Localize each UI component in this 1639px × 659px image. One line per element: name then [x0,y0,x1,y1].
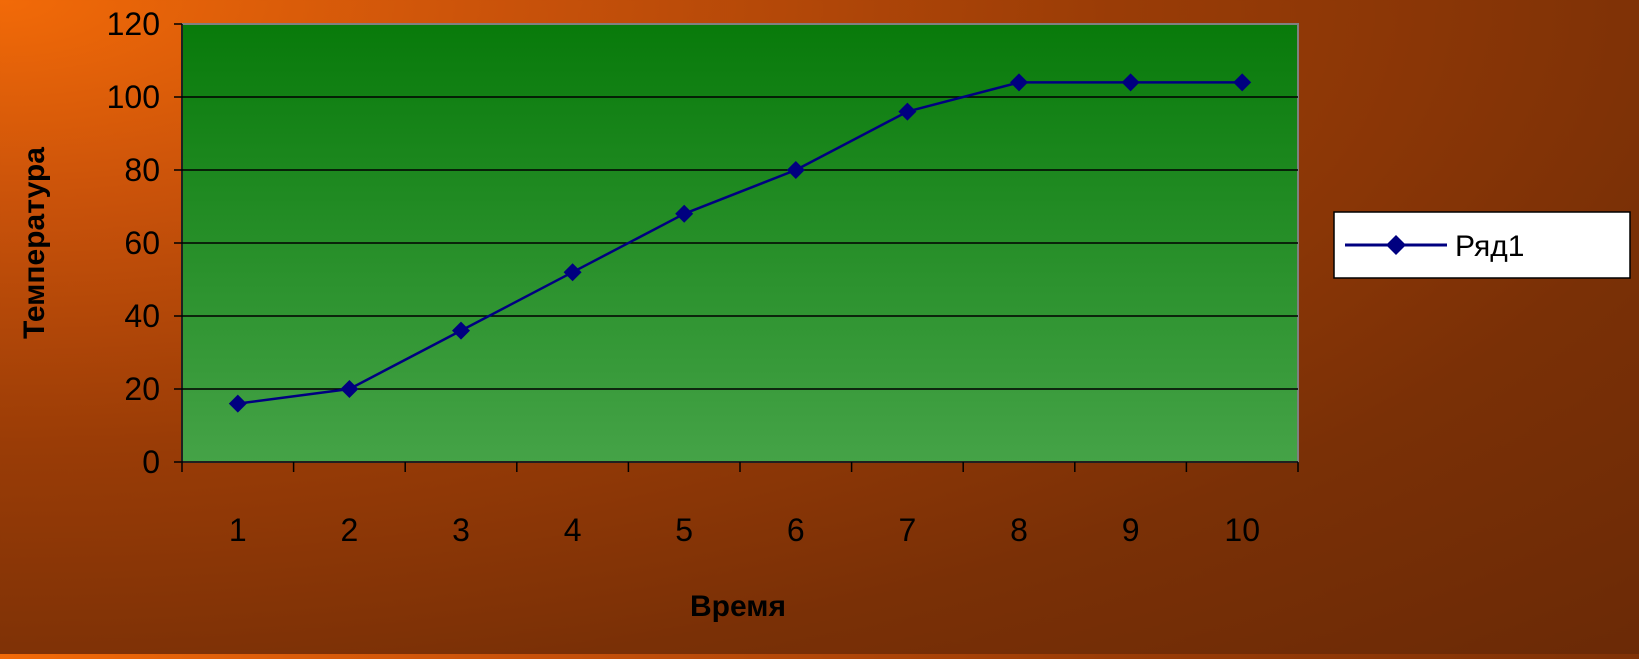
y-axis-label: Температура [18,147,51,339]
x-tick-label: 8 [1010,512,1028,548]
x-tick-label: 1 [229,512,247,548]
data-point [228,394,247,413]
y-tick-label: 20 [124,371,160,407]
data-point [452,321,470,340]
x-tick-label: 2 [341,512,359,548]
gridlines [182,96,1298,390]
x-axis-label: Время [690,590,786,623]
y-axis: 0 20 40 60 80 100 120 [107,6,183,480]
x-tick-label: 4 [564,512,582,548]
y-tick-label: 80 [124,152,160,188]
series-layer [228,73,1252,413]
data-point [340,380,359,398]
y-tick-label: 100 [107,79,160,115]
data-point [1010,73,1028,92]
x-tick-label: 5 [675,512,693,548]
x-tick-label: 7 [899,512,917,548]
data-point [1233,73,1252,92]
y-tick-label: 120 [107,6,160,42]
y-tick-label: 40 [124,298,160,334]
legend: Ряд1 [1333,211,1631,279]
legend-marker [1386,235,1406,255]
data-point [1121,73,1140,92]
x-tick-label: 3 [452,512,470,548]
data-point [563,263,582,282]
x-tick-label: 6 [787,512,805,548]
x-tick-label: 10 [1224,512,1260,548]
series-line [237,81,1243,405]
data-point [786,161,805,179]
y-tick-label: 60 [124,225,160,261]
y-tick-label: 0 [142,444,160,480]
data-point [898,102,917,121]
data-point [675,204,694,223]
legend-label: Ряд1 [1455,230,1524,263]
x-tick-label: 9 [1122,512,1140,548]
x-axis: 1 2 3 4 5 6 7 8 9 10 [181,461,1299,548]
